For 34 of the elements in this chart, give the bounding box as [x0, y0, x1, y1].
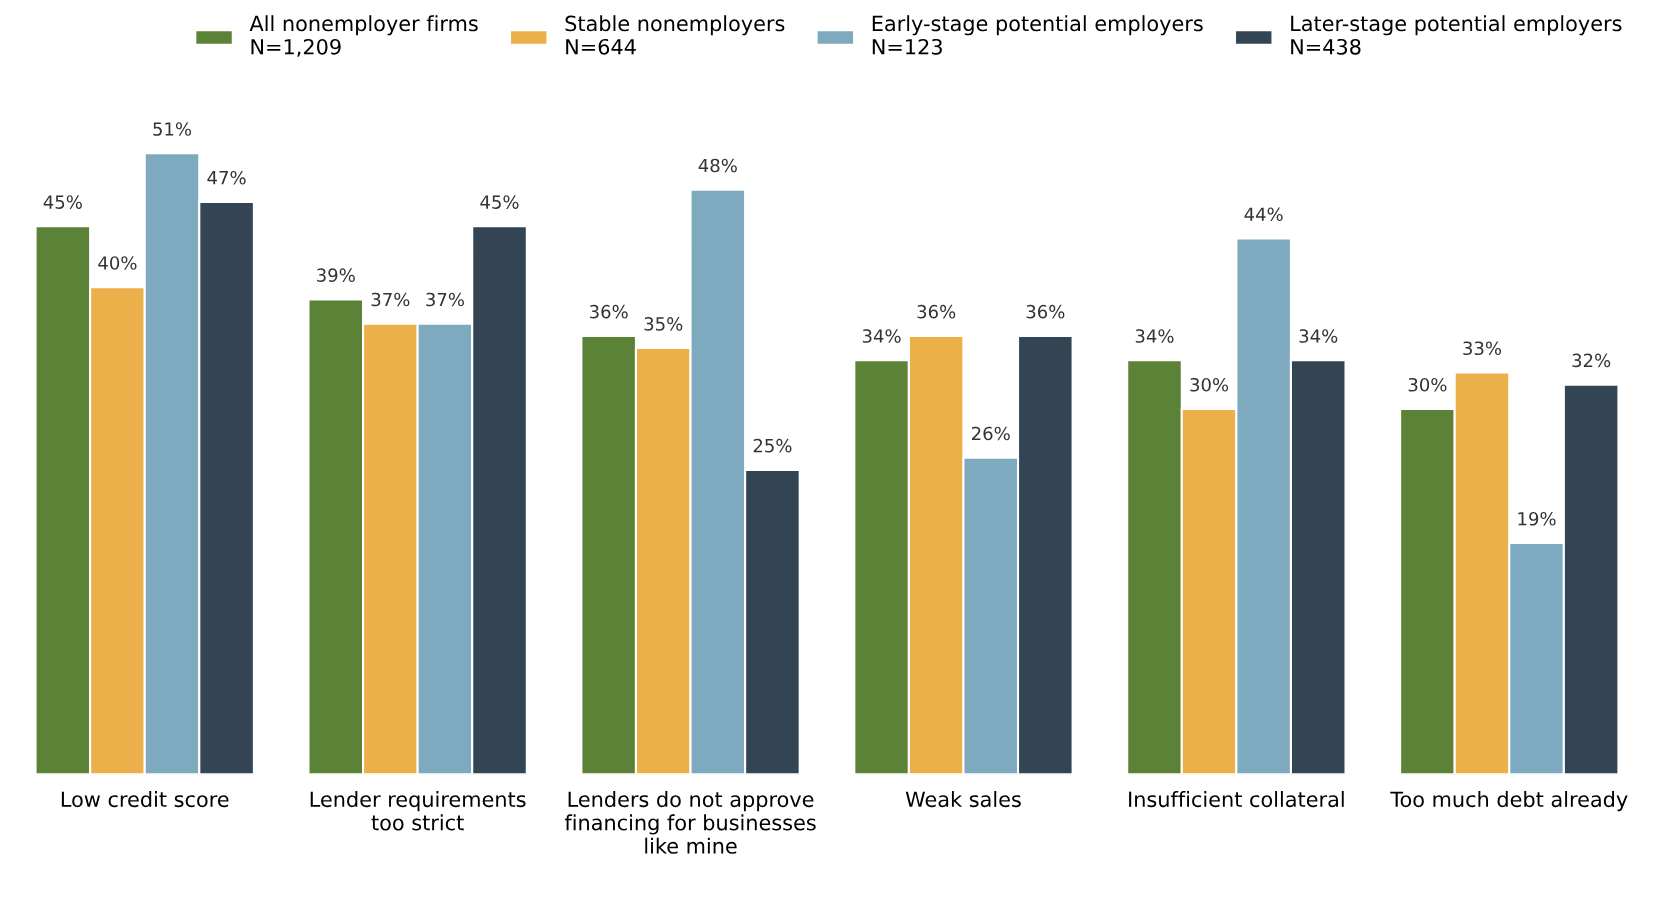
- data-label: 37%: [426, 292, 464, 307]
- data-label: 47%: [207, 170, 246, 185]
- legend-label: All nonemployer firms N=1,209: [249, 15, 478, 57]
- data-label: 25%: [753, 438, 792, 453]
- data-label: 45%: [43, 195, 82, 209]
- data-label: 34%: [862, 329, 901, 343]
- data-label: 37%: [371, 292, 410, 307]
- x-tick-label: Too much debt already: [1390, 791, 1628, 812]
- data-label: 30%: [1408, 377, 1447, 392]
- data-label: 36%: [917, 304, 956, 319]
- data-label: 26%: [972, 426, 1010, 441]
- data-label: 35%: [644, 317, 683, 331]
- data-label: 39%: [317, 268, 355, 282]
- x-tick-label: Lender requirements too strict: [310, 791, 526, 831]
- data-label: 34%: [1299, 329, 1338, 343]
- data-label: 51%: [153, 122, 192, 136]
- data-label: 45%: [480, 195, 519, 209]
- x-tick-label: Weak sales: [905, 791, 1021, 808]
- data-label: 44%: [1244, 207, 1283, 222]
- x-tick-label: Lenders do not approve financing for businesses like mine: [564, 791, 816, 854]
- legend-label: Later-stage potential employers N=438: [1291, 15, 1622, 55]
- data-label: 30%: [1190, 377, 1229, 392]
- data-label: 33%: [1463, 341, 1502, 356]
- x-tick-label: Low credit score: [61, 791, 229, 808]
- x-tick-label: Insufficient collateral: [1129, 791, 1344, 808]
- legend-label: Early-stage potential employers N=123: [872, 15, 1203, 55]
- data-label: 36%: [589, 304, 628, 319]
- data-label: 32%: [1572, 353, 1611, 368]
- data-label: 19%: [1518, 511, 1556, 526]
- legend-label: Stable nonemployers N=644: [565, 15, 785, 55]
- data-label: 34%: [1135, 329, 1174, 343]
- data-label: 40%: [98, 256, 137, 270]
- data-label: 36%: [1026, 304, 1065, 319]
- data-label: 48%: [698, 158, 737, 173]
